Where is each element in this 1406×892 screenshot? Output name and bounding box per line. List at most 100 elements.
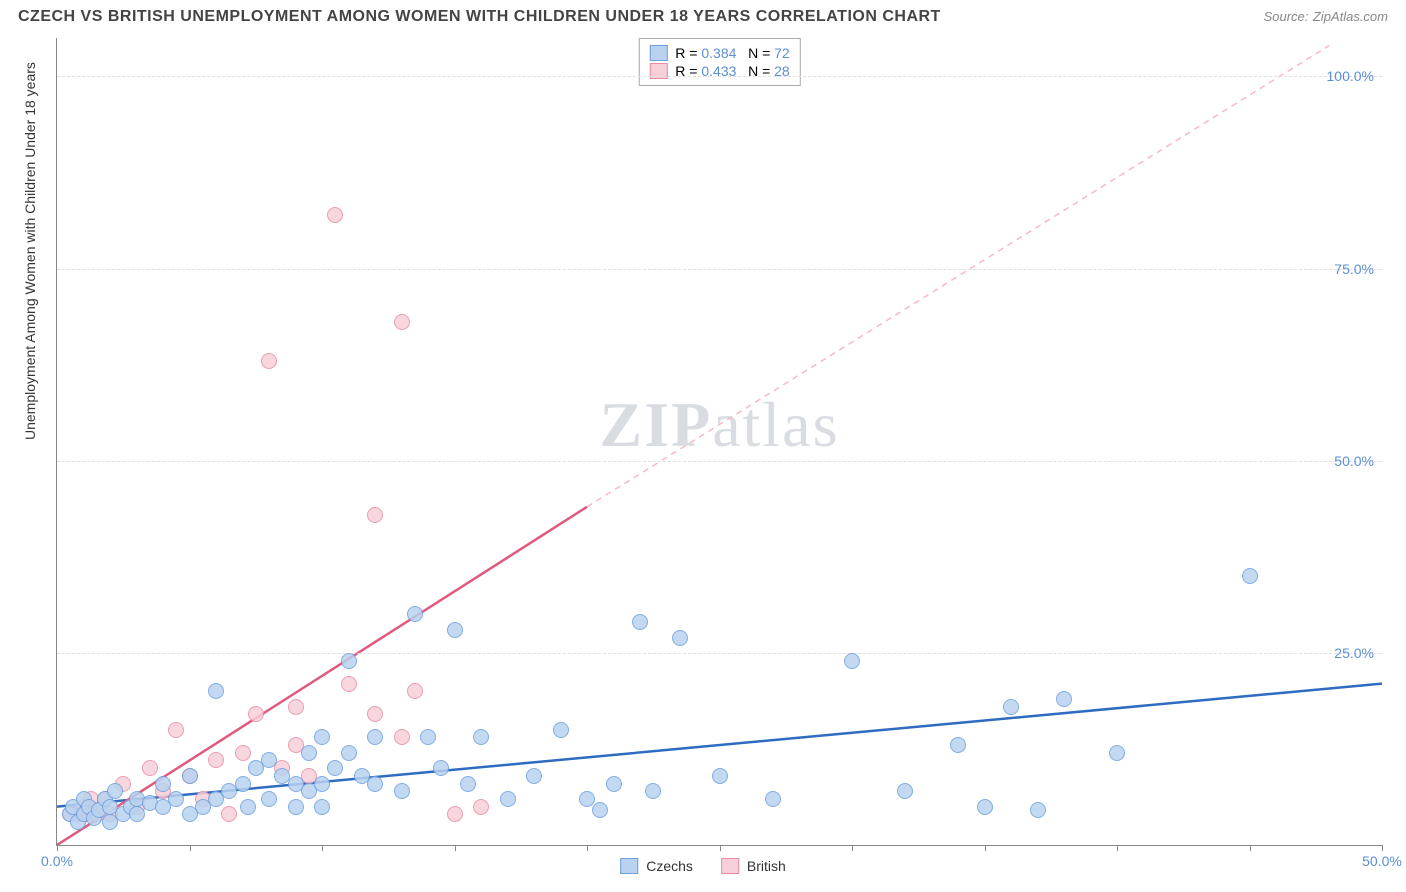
data-point <box>261 353 277 369</box>
x-tick <box>720 845 721 851</box>
data-point <box>1109 745 1125 761</box>
source-value: ZipAtlas.com <box>1313 9 1388 24</box>
y-axis-label: Unemployment Among Women with Children U… <box>22 62 38 440</box>
czechs-stats: R = 0.384 N = 72 <box>675 45 789 61</box>
data-point <box>168 722 184 738</box>
gridline <box>57 653 1382 654</box>
data-point <box>447 622 463 638</box>
plot-area: ZIPatlas R = 0.384 N = 72 R = 0.433 N = … <box>56 38 1382 846</box>
data-point <box>394 729 410 745</box>
data-point <box>261 752 277 768</box>
watermark: ZIPatlas <box>600 388 840 462</box>
data-point <box>606 776 622 792</box>
data-point <box>208 683 224 699</box>
data-point <box>1003 699 1019 715</box>
czechs-swatch-icon <box>620 858 638 874</box>
data-point <box>314 799 330 815</box>
data-point <box>1056 691 1072 707</box>
chart-title: CZECH VS BRITISH UNEMPLOYMENT AMONG WOME… <box>18 8 941 26</box>
legend-item-british: British <box>721 858 786 874</box>
data-point <box>844 653 860 669</box>
data-point <box>526 768 542 784</box>
x-tick-label: 50.0% <box>1362 853 1402 869</box>
data-point <box>394 783 410 799</box>
y-tick-label: 25.0% <box>1334 645 1374 661</box>
x-tick-label: 0.0% <box>41 853 73 869</box>
data-point <box>420 729 436 745</box>
x-tick <box>985 845 986 851</box>
x-tick <box>1117 845 1118 851</box>
x-tick <box>455 845 456 851</box>
data-point <box>314 729 330 745</box>
data-point <box>248 706 264 722</box>
y-tick-label: 100.0% <box>1327 68 1374 84</box>
data-point <box>433 760 449 776</box>
gridline <box>57 461 1382 462</box>
x-tick <box>852 845 853 851</box>
x-tick <box>190 845 191 851</box>
data-point <box>672 630 688 646</box>
data-point <box>288 699 304 715</box>
data-point <box>327 207 343 223</box>
data-point <box>261 791 277 807</box>
trend-lines <box>57 38 1382 845</box>
data-point <box>579 791 595 807</box>
x-tick <box>587 845 588 851</box>
data-point <box>632 614 648 630</box>
data-point <box>950 737 966 753</box>
data-point <box>712 768 728 784</box>
czechs-swatch <box>649 45 667 61</box>
data-point <box>500 791 516 807</box>
data-point <box>208 752 224 768</box>
czechs-n: 72 <box>774 45 790 61</box>
source: Source: ZipAtlas.com <box>1264 8 1388 26</box>
watermark-zip: ZIP <box>600 389 713 460</box>
legend-row-czechs: R = 0.384 N = 72 <box>649 45 789 61</box>
data-point <box>977 799 993 815</box>
data-point <box>447 806 463 822</box>
data-point <box>107 783 123 799</box>
x-tick <box>1382 845 1383 851</box>
gridline <box>57 76 1382 77</box>
british-label: British <box>747 858 786 874</box>
data-point <box>182 768 198 784</box>
czechs-label: Czechs <box>646 858 693 874</box>
data-point <box>394 314 410 330</box>
data-point <box>235 745 251 761</box>
data-point <box>407 606 423 622</box>
data-point <box>1242 568 1258 584</box>
data-point <box>473 729 489 745</box>
data-point <box>645 783 661 799</box>
data-point <box>235 776 251 792</box>
data-point <box>240 799 256 815</box>
data-point <box>129 806 145 822</box>
data-point <box>221 806 237 822</box>
data-point <box>288 799 304 815</box>
watermark-atlas: atlas <box>712 389 839 460</box>
british-swatch-icon <box>721 858 739 874</box>
data-point <box>367 706 383 722</box>
data-point <box>1030 802 1046 818</box>
data-point <box>367 507 383 523</box>
data-point <box>301 745 317 761</box>
data-point <box>460 776 476 792</box>
data-point <box>142 760 158 776</box>
data-point <box>341 745 357 761</box>
data-point <box>168 791 184 807</box>
correlation-legend: R = 0.384 N = 72 R = 0.433 N = 28 <box>638 38 800 86</box>
data-point <box>765 791 781 807</box>
data-point <box>407 683 423 699</box>
x-tick <box>322 845 323 851</box>
czechs-r: 0.384 <box>701 45 736 61</box>
data-point <box>327 760 343 776</box>
data-point <box>553 722 569 738</box>
data-point <box>473 799 489 815</box>
data-point <box>341 676 357 692</box>
x-tick <box>57 845 58 851</box>
data-point <box>367 729 383 745</box>
data-point <box>897 783 913 799</box>
data-point <box>155 776 171 792</box>
data-point <box>314 776 330 792</box>
gridline <box>57 269 1382 270</box>
data-point <box>592 802 608 818</box>
